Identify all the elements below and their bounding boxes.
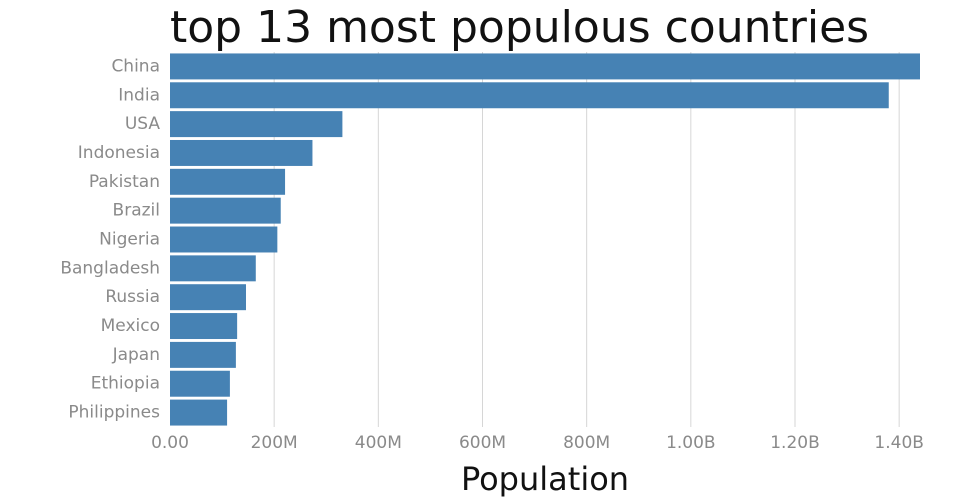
x-tick-label: 1.20B [770,433,820,453]
bar-indonesia [170,139,313,166]
gridlines [273,52,900,427]
x-tick-label: 1.40B [874,433,924,453]
category-label: Russia [105,287,160,307]
category-label: Pakistan [89,172,160,192]
bar-philippines [170,399,228,426]
bar-china [170,53,920,80]
bar-usa [170,111,343,138]
x-axis-title: Population [461,460,629,498]
category-label: Indonesia [78,143,160,163]
bar-pakistan [170,168,286,195]
chart-title: top 13 most populous countries [170,2,869,53]
bar-bangladesh [170,255,256,282]
bar-russia [170,284,246,311]
x-tick-label: 800M [563,433,610,453]
category-label: Brazil [113,201,160,221]
x-tick-labels: 0.00 200M 400M 600M 800M 1.00B 1.20B 1.40B [151,433,924,453]
x-tick-label: 600M [459,433,506,453]
category-label: USA [125,114,161,134]
bar-brazil [170,197,281,224]
category-label: Japan [112,345,160,365]
category-label: Ethiopia [91,374,160,394]
category-label: Bangladesh [60,258,160,278]
category-label: Mexico [101,316,160,336]
category-label: China [111,56,160,76]
x-tick-label: 1.00B [666,433,716,453]
category-labels: China India USA Indonesia Pakistan Brazil Nige… [60,56,160,422]
category-label: Philippines [68,403,160,423]
x-tick-label: 200M [251,433,298,453]
bar-mexico [170,313,238,340]
x-tick-label: 400M [355,433,402,453]
bar-india [170,82,889,109]
bars [170,53,920,426]
category-label: India [118,85,160,105]
x-tick-label: 0.00 [151,433,189,453]
bar-japan [170,341,236,368]
bar-ethiopia [170,370,230,397]
category-label: Nigeria [99,230,160,250]
bar-nigeria [170,226,278,253]
